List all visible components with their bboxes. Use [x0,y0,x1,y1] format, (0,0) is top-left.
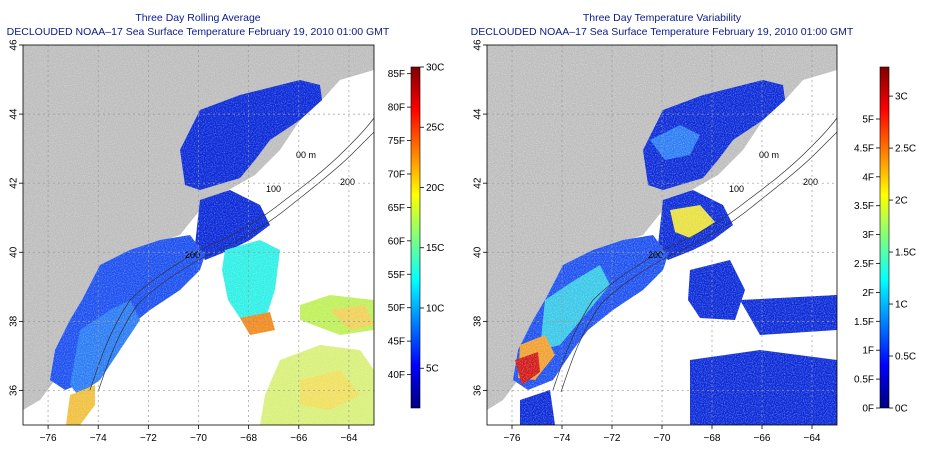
colorbar-label-f: 2.5F [854,259,874,270]
colorbar-label-c: 2C [895,196,908,207]
bathymetry-contours [552,117,837,393]
colorbar-label-f: 0.5F [854,375,874,386]
colorbar-label-c: 2.5C [895,144,916,155]
longitude-tick-label: −74 [554,433,571,444]
colorbar-label-f: 2F [862,288,874,299]
colorbar-gradient [410,66,421,409]
colorbar: 40F 45F 50F 55F 60F 65F 70F 75F 80F 85F 5C 10C 15C 20… [388,63,445,409]
latitude-tick-label: 40 [473,246,484,258]
colorbar-label-c: 10C [426,303,444,314]
latitude-tick-label: 38 [473,315,484,327]
latitude-tick-label: 44 [9,108,20,120]
longitude-tick-label: −76 [504,433,521,444]
longitude-ticks: −76 −74 −72 −70 −68 −66 −64 [504,425,821,444]
longitude-tick-label: −70 [190,433,207,444]
colorbar-label-f: 5F [862,115,874,126]
colorbar-label-c: 15C [426,243,444,254]
colorbar-label-c: 0C [895,404,908,415]
bathymetry-contours [89,117,374,393]
colorbar-label-f: 1.5F [854,317,874,328]
longitude-tick-label: −64 [804,433,821,444]
latitude-tick-label: 46 [9,39,20,51]
colorbar-label-f: 45F [388,337,405,348]
colorbar-label-f: 0F [862,404,874,415]
panel-title: Three Day Rolling Average [135,12,260,24]
colorbar-label-f: 85F [388,69,405,80]
latitude-tick-label: 42 [9,177,20,189]
colorbar-label-f: 80F [388,103,405,114]
contour-label: 200 [648,250,663,260]
map-grid [23,45,374,425]
latitude-tick-label: 40 [9,246,20,258]
map-area: 00 m 200 100 200 [487,45,837,425]
longitude-tick-label: −72 [604,433,621,444]
sst-average-panel: Three Day Rolling Average DECLOUDED NOAA… [7,12,445,444]
colorbar-label-f: 3.5F [854,201,874,212]
longitude-tick-label: −66 [290,433,307,444]
longitude-tick-label: −76 [40,433,57,444]
colorbar: 0F 0.5F 1F 1.5F 2F 2.5F 3F 3.5F 4F 4.5F 5F 0C 0.5C 1C… [854,66,916,415]
longitude-tick-label: −74 [90,433,107,444]
sst-variability-panel: Three Day Temperature Variability DECLOU… [471,12,916,444]
panel-subtitle: DECLOUDED NOAA–17 Sea Surface Temperatur… [7,26,390,38]
latitude-tick-label: 38 [9,315,20,327]
map-grid [487,45,837,425]
latitude-tick-label: 42 [473,177,484,189]
longitude-tick-label: −68 [704,433,721,444]
colorbar-label-f: 4.5F [854,143,874,154]
longitude-tick-label: −70 [654,433,671,444]
contour-label: 100 [266,184,281,194]
longitude-tick-label: −64 [340,433,357,444]
contour-label: 00 m [759,150,779,160]
colorbar-label-f: 4F [862,172,874,183]
colorbar-label-f: 1F [862,346,874,357]
longitude-tick-label: −68 [240,433,257,444]
colorbar-label-f: 50F [388,303,405,314]
contour-label: 200 [340,177,355,187]
contour-label: 00 m [296,150,316,160]
contour-label: 100 [729,184,744,194]
colorbar-label-f: 60F [388,236,405,247]
panel-subtitle: DECLOUDED NOAA–17 Sea Surface Temperatur… [471,26,854,38]
latitude-ticks: 36 38 40 42 44 46 [473,39,487,396]
contour-label: 200 [803,177,818,187]
longitude-tick-label: −72 [140,433,157,444]
colorbar-label-f: 70F [388,169,405,180]
colorbar-label-f: 65F [388,203,405,214]
latitude-tick-label: 36 [9,384,20,396]
colorbar-label-f: 75F [388,136,405,147]
colorbar-label-c: 20C [426,183,444,194]
colorbar-ticks: 0F 0.5F 1F 1.5F 2F 2.5F 3F 3.5F 4F 4.5F 5F 0C 0.5C 1C… [854,92,916,415]
latitude-tick-label: 36 [473,384,484,396]
colorbar-label-c: 1.5C [895,248,916,259]
colorbar-label-f: 3F [862,230,874,241]
latitude-tick-label: 46 [473,39,484,51]
colorbar-label-f: 40F [388,370,405,381]
colorbar-label-c: 1C [895,300,908,311]
panel-title: Three Day Temperature Variability [583,12,742,24]
colorbar-ticks: 40F 45F 50F 55F 60F 65F 70F 75F 80F 85F 5C 10C 15C 20… [388,63,445,382]
colorbar-gradient [879,66,890,409]
colorbar-label-c: 5C [426,364,439,375]
longitude-tick-label: −66 [754,433,771,444]
longitude-ticks: −76 −74 −72 −70 −68 −66 −64 [40,425,358,444]
colorbar-label-c: 30C [426,63,444,74]
map-area: 00 m 200 100 200 [23,45,374,425]
colorbar-label-c: 0.5C [895,352,916,363]
latitude-tick-label: 44 [473,108,484,120]
colorbar-label-c: 3C [895,92,908,103]
colorbar-label-f: 55F [388,270,405,281]
latitude-ticks: 36 38 40 42 44 46 [9,39,23,396]
contour-label: 200 [185,250,200,260]
colorbar-label-c: 25C [426,123,444,134]
